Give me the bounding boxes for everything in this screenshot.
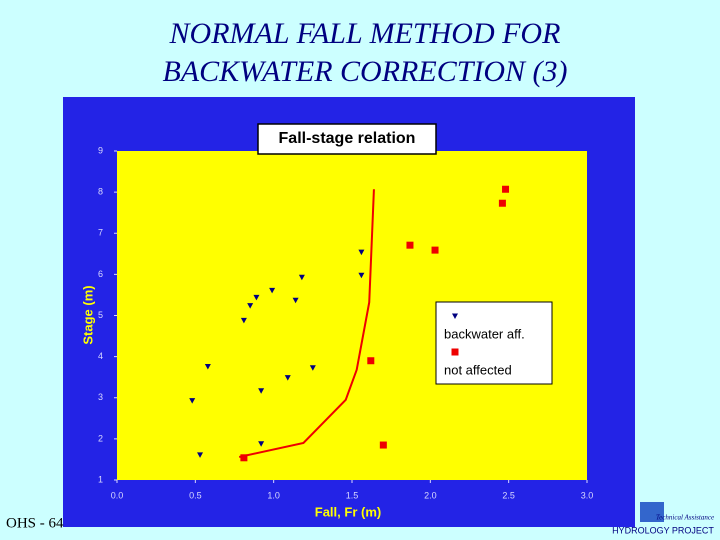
y-tick-label: 5: [98, 310, 103, 320]
x-tick-label: 3.0: [581, 490, 594, 500]
x-tick-label: 2.0: [424, 490, 437, 500]
chart-title-box: [257, 123, 437, 155]
data-point: [269, 287, 276, 294]
logo-mark: [640, 502, 664, 522]
y-tick-label: 6: [98, 269, 103, 279]
data-point: [189, 398, 196, 404]
y-tick-label: 4: [98, 351, 103, 361]
x-tick-label: 2.5: [502, 490, 515, 500]
curve: [238, 189, 375, 458]
data-point: [502, 185, 510, 193]
logo-subtitle: Technical Assistance: [656, 514, 714, 522]
x-tick-label: 1.0: [267, 490, 280, 500]
legend-label: backwater aff.: [444, 326, 525, 341]
footer: OHS - 64: [6, 515, 64, 531]
legend: [435, 301, 553, 385]
y-tick-label: 9: [98, 145, 103, 155]
y-tick-label: 8: [98, 187, 103, 197]
data-point: [498, 199, 506, 207]
data-point: [258, 388, 265, 394]
y-tick-label: 3: [98, 392, 103, 402]
chart-title: Fall-stage relation: [279, 130, 416, 147]
y-tick-label: 1: [98, 474, 103, 484]
data-point: [298, 274, 305, 281]
data-point: [240, 454, 248, 462]
legend-marker: [451, 348, 459, 356]
data-point: [379, 441, 387, 449]
data-point: [240, 317, 247, 324]
data-point: [197, 452, 204, 458]
logo-text: HYDROLOGY PROJECT: [612, 525, 714, 535]
y-tick-label: 2: [98, 433, 103, 443]
data-point: [367, 357, 375, 365]
data-point: [358, 272, 365, 279]
x-tick-label: 1.5: [346, 490, 359, 500]
data-point: [292, 297, 299, 304]
x-tick-label: 0.0: [111, 490, 124, 500]
data-point: [406, 241, 414, 249]
legend-marker: [452, 313, 458, 319]
data-point: [309, 365, 316, 371]
legend-label: not affected: [444, 362, 512, 377]
data-point: [358, 249, 365, 256]
x-tick-label: 0.5: [189, 490, 202, 500]
data-point: [253, 294, 260, 301]
y-axis-label: Stage (m): [80, 285, 95, 344]
x-axis-label: Fall, Fr (m): [315, 504, 381, 519]
data-point: [247, 303, 254, 309]
slide-title: BACKWATER CORRECTION (3): [162, 55, 567, 88]
data-point: [284, 375, 291, 381]
data-point: [258, 441, 265, 447]
slide-title: NORMAL FALL METHOD FOR: [169, 17, 561, 50]
data-point: [431, 246, 439, 254]
data-point: [204, 363, 211, 370]
y-tick-label: 7: [98, 228, 103, 238]
